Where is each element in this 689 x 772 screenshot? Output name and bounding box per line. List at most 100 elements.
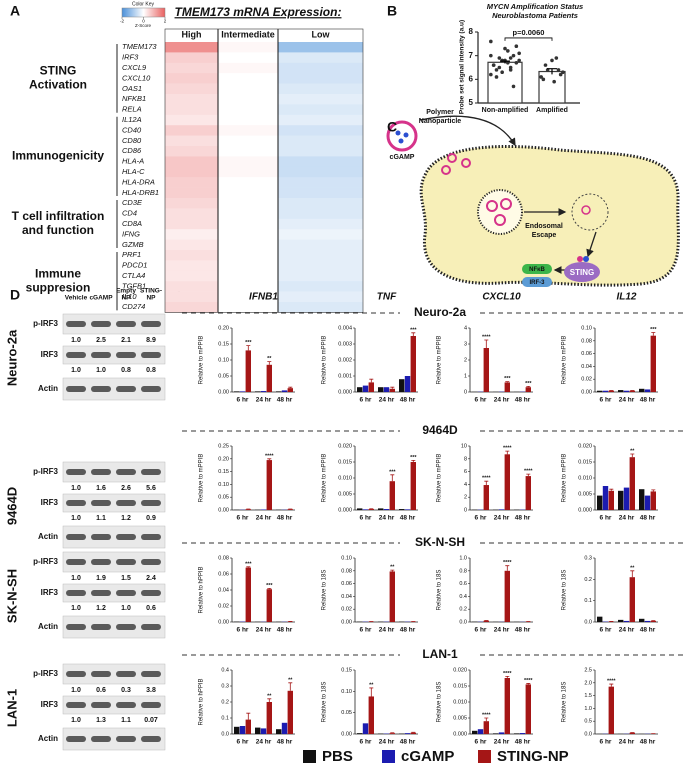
heatmap-cell [165, 135, 218, 147]
error-bar [526, 473, 531, 477]
data-point [489, 39, 493, 44]
data-point [554, 56, 559, 60]
bar [597, 390, 603, 392]
y-axis-label: Relative to 18S [562, 682, 568, 723]
error-bar [267, 458, 272, 461]
significance-label: **** [524, 469, 533, 475]
y-tick-label: 0.10 [581, 325, 592, 331]
bar [629, 457, 635, 510]
error-bar [609, 683, 614, 687]
blot-band [116, 534, 136, 540]
heatmap-cell [218, 270, 278, 282]
blot-band [66, 352, 86, 358]
blot-quant: 1.1 [121, 717, 131, 724]
bar [378, 508, 384, 510]
gene-label: CD3E [122, 198, 143, 207]
gene-label: IL10 [122, 292, 137, 301]
bar [287, 388, 293, 392]
gene-label: CD80 [122, 136, 142, 145]
bar [234, 391, 240, 392]
blot-label: p-IRF3 [33, 669, 58, 678]
heatmap-cell [278, 270, 363, 282]
bar [410, 462, 416, 510]
bar [623, 620, 630, 622]
bar [266, 460, 272, 510]
y-tick-label: 0.3 [221, 683, 229, 689]
blot-quant: 1.9 [96, 575, 106, 582]
blot-quant: 0.07 [144, 717, 158, 724]
significance-label: **** [482, 334, 491, 340]
column-title: IFNB1 [249, 292, 278, 303]
blot-quant: 1.0 [71, 717, 81, 724]
bar [525, 684, 531, 734]
bar [260, 728, 267, 734]
x-tick-label: 24 hr [494, 739, 510, 746]
blot-quant: 0.6 [146, 605, 156, 612]
x-tick-label: 6 hr [360, 515, 372, 522]
x-tick-label: 6 hr [475, 397, 487, 404]
blot-band [66, 386, 86, 392]
error-bar [267, 588, 272, 590]
x-tick-label: 24 hr [379, 397, 395, 404]
x-tick-label: 48 hr [400, 515, 416, 522]
y-tick-label: 0.0 [584, 619, 592, 625]
blot-band [141, 500, 161, 506]
bar [504, 570, 510, 622]
bar [266, 364, 272, 392]
y-tick-label: 6 [469, 74, 474, 83]
heatmap-cell [218, 260, 278, 272]
diagram-label: NFκB [529, 267, 545, 273]
blot-quant: 1.0 [71, 515, 81, 522]
heatmap-cell [165, 73, 218, 84]
bar [618, 619, 624, 622]
x-tick-label: 48 hr [515, 627, 531, 634]
y-tick-label: 0.15 [341, 667, 352, 673]
bar [368, 696, 374, 734]
heatmap-cell [218, 229, 278, 240]
bar [255, 391, 261, 392]
blot-band [116, 386, 136, 392]
blot-membrane [62, 663, 166, 685]
diagram-label: IRF-3 [530, 280, 546, 286]
section-label: Activation [29, 78, 87, 92]
y-tick-label: 0.010 [338, 475, 352, 481]
bar [245, 719, 251, 734]
data-point [508, 68, 513, 72]
heatmap-cell [165, 281, 218, 292]
data-point [550, 58, 554, 63]
group-label: Intermediate [221, 29, 275, 39]
y-tick-label: 0.08 [581, 338, 592, 344]
gene-label: TMEM173 [122, 42, 157, 51]
panel-label: A [10, 3, 20, 19]
bar [618, 490, 624, 510]
bar [639, 489, 645, 510]
lane-label: Empty [116, 288, 136, 295]
bar [368, 509, 374, 510]
x-tick-label: Amplified [536, 107, 568, 114]
bar [504, 454, 510, 510]
error-bar [369, 687, 374, 697]
gene-label: CD86 [122, 146, 142, 155]
blot-label: Actin [38, 384, 58, 393]
bar [623, 390, 630, 392]
panel-label: C [387, 119, 397, 135]
y-tick-label: 4 [464, 325, 467, 331]
blot-quant: 1.2 [121, 515, 131, 522]
error-bar [246, 566, 251, 568]
y-tick-label: 0.2 [584, 577, 592, 583]
column-title: TNF [377, 292, 397, 303]
blot-membrane [62, 583, 166, 603]
x-tick-label: 6 hr [237, 397, 249, 404]
heatmap-cell [278, 114, 363, 126]
heatmap-cell [278, 73, 363, 84]
y-tick-label: 0.15 [218, 469, 229, 475]
blot-quant: 1.0 [96, 367, 106, 374]
bar [514, 733, 520, 734]
significance-label: ** [390, 565, 395, 571]
bar [498, 509, 505, 510]
heatmap-cell [278, 62, 363, 74]
blot-label: Actin [38, 532, 58, 541]
heatmap-title: TMEM173 mRNA Expression: [175, 5, 342, 19]
y-tick-label: 0.015 [453, 683, 467, 689]
